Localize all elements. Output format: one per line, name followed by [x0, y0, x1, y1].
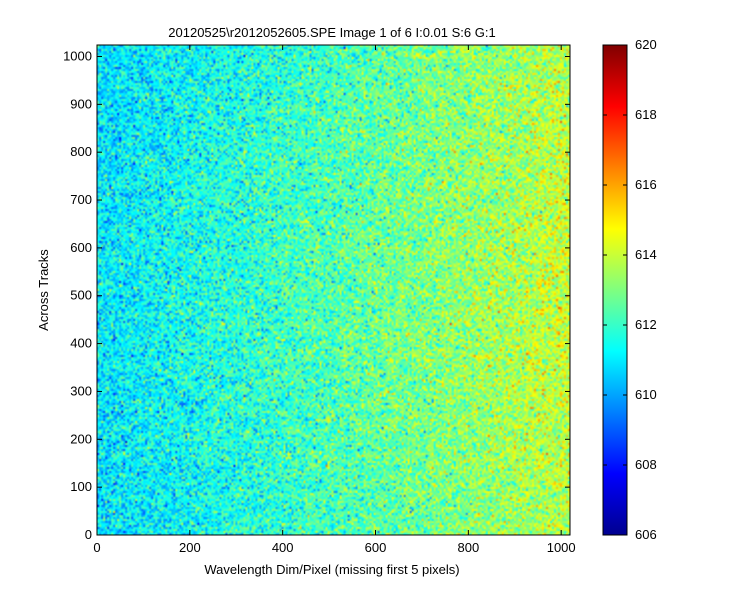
colorbar-ticks: 606 608 610 612 614 616 618 620	[603, 37, 657, 542]
y-tick-label: 900	[70, 96, 92, 111]
x-tick-label: 600	[365, 540, 387, 555]
y-axis-ticks: 0 100 200 300 400 500 600 700 800 900 1000	[63, 48, 570, 542]
x-tick-label: 800	[457, 540, 479, 555]
y-tick-label: 700	[70, 192, 92, 207]
plot-frame	[96, 44, 571, 536]
x-tick-label: 0	[93, 540, 100, 555]
heatmap-image	[97, 45, 570, 535]
colorbar-tick-label: 618	[635, 107, 657, 122]
y-tick-label: 500	[70, 288, 92, 303]
colorbar-tick-label: 616	[635, 177, 657, 192]
colorbar-tick-label: 608	[635, 457, 657, 472]
x-tick-label: 200	[179, 540, 201, 555]
x-axis-ticks: 0 200 400 600 800 1000	[93, 45, 576, 555]
y-tick-label: 200	[70, 431, 92, 446]
colorbar-gradient	[602, 44, 628, 536]
colorbar-tick-label: 614	[635, 247, 657, 262]
y-tick-label: 400	[70, 336, 92, 351]
x-tick-label: 400	[272, 540, 294, 555]
colorbar: 606 608 610 612 614 616 618 620	[602, 37, 657, 542]
colorbar-tick-label: 606	[635, 527, 657, 542]
colorbar-tick-label: 610	[635, 387, 657, 402]
colorbar-tick-label: 612	[635, 317, 657, 332]
y-tick-label: 1000	[63, 48, 92, 63]
y-tick-label: 100	[70, 479, 92, 494]
colorbar-tick-label: 620	[635, 37, 657, 52]
y-tick-label: 300	[70, 383, 92, 398]
y-tick-label: 600	[70, 240, 92, 255]
chart-title: 20120525\r2012052605.SPE Image 1 of 6 I:…	[168, 25, 495, 40]
y-tick-label: 800	[70, 144, 92, 159]
x-tick-label: 1000	[547, 540, 576, 555]
y-axis-label: Across Tracks	[36, 249, 51, 331]
x-axis-label: Wavelength Dim/Pixel (missing first 5 pi…	[204, 562, 459, 577]
y-tick-label: 0	[85, 527, 92, 542]
heatmap-plot: 0 200 400 600 800 1000 0 100 200 300 400 500 600 700…	[63, 44, 576, 555]
